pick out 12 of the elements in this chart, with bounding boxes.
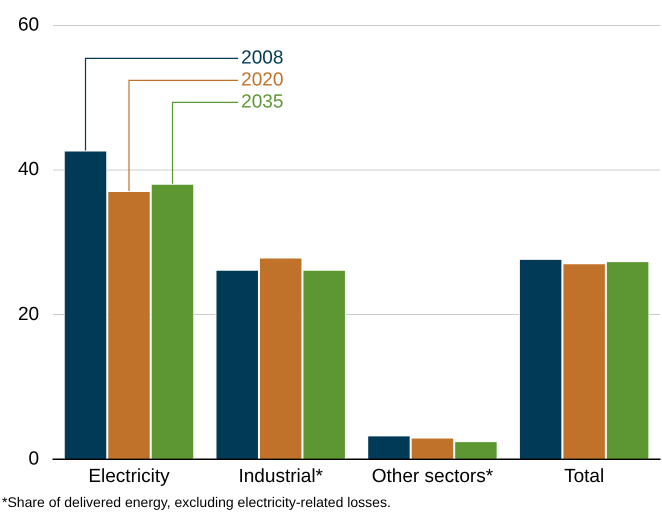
- x-tick-label: Electricity: [88, 466, 170, 487]
- y-tick-label: 20: [18, 304, 40, 325]
- y-tick-label: 0: [28, 448, 40, 470]
- text: 2035: [241, 92, 284, 113]
- y-tick-label: 40: [18, 159, 40, 180]
- y-tick-label: 60: [18, 14, 40, 36]
- x-tick-label: Total: [564, 466, 604, 487]
- text: 2020: [241, 70, 284, 91]
- x-tick-label: Industrial*: [238, 466, 324, 487]
- text: *Share of delivered energy, excluding electricity-related losses.: [2, 494, 391, 510]
- text: 2008: [241, 48, 284, 69]
- x-tick-label: Other sectors*: [372, 466, 494, 487]
